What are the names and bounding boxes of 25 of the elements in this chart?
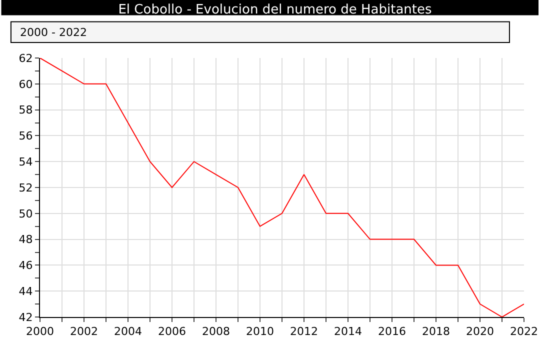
x-tick-label: 2002 xyxy=(70,325,98,338)
x-tick-label: 2020 xyxy=(466,325,494,338)
y-tick-label: 44 xyxy=(18,284,33,298)
x-tick-label: 2006 xyxy=(158,325,186,338)
x-tick-label: 2004 xyxy=(114,325,142,338)
x-tick-label: 2014 xyxy=(334,325,362,338)
y-tick-label: 48 xyxy=(18,233,33,246)
y-tick-label: 58 xyxy=(18,104,33,117)
y-tick-label: 50 xyxy=(18,207,33,220)
y-tick-label: 46 xyxy=(18,259,33,272)
y-tick-label: 54 xyxy=(18,155,33,168)
y-tick-label: 62 xyxy=(18,52,33,65)
y-tick-label: 56 xyxy=(18,130,33,143)
x-tick-label: 2010 xyxy=(246,325,274,338)
y-tick-label: 42 xyxy=(18,310,33,324)
x-tick-label: 2016 xyxy=(378,325,406,338)
y-tick-label: 52 xyxy=(18,181,33,194)
x-tick-label: 2018 xyxy=(422,325,450,338)
y-tick-label: 60 xyxy=(18,78,33,91)
chart-title: El Cobollo - Evolucion del numero de Habitantes xyxy=(118,2,432,18)
x-tick-label: 2000 xyxy=(26,325,54,338)
x-tick-label: 2008 xyxy=(202,325,230,338)
x-tick-label: 2012 xyxy=(290,325,318,338)
x-tick-label: 2022 xyxy=(510,325,538,338)
chart-subtitle: 2000 - 2022 xyxy=(20,26,87,39)
